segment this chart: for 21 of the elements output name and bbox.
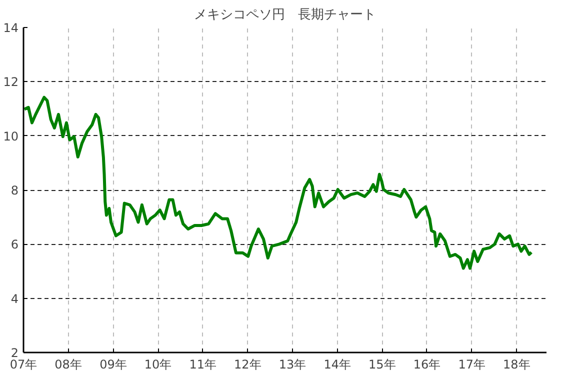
x-tick-label: 12年 [234,358,262,372]
y-tick-label: 2 [10,346,19,360]
y-tick-label: 12 [3,75,19,90]
x-tick-label: 16年 [413,358,441,372]
x-tick-label: 11年 [189,358,216,372]
x-tick-label: 15年 [368,358,396,372]
x-tick-label: 08年 [54,358,82,372]
y-tick-label: 14 [3,21,19,35]
x-tick-label: 14年 [324,358,351,372]
chart-title: メキシコペソ円 長期チャート [194,8,376,22]
x-tick-label: 10年 [144,358,172,372]
y-tick-label: 10 [3,129,19,144]
x-tick-label: 17年 [458,358,486,372]
x-tick-label: 07年 [10,358,38,372]
y-tick-label: 8 [10,184,19,198]
x-tick-label: 13年 [278,358,306,372]
y-tick-label: 4 [10,292,19,306]
y-tick-label: 6 [10,238,19,252]
x-tick-label: 18年 [503,358,530,372]
x-tick-label: 09年 [100,358,127,372]
line-series [24,96,533,270]
